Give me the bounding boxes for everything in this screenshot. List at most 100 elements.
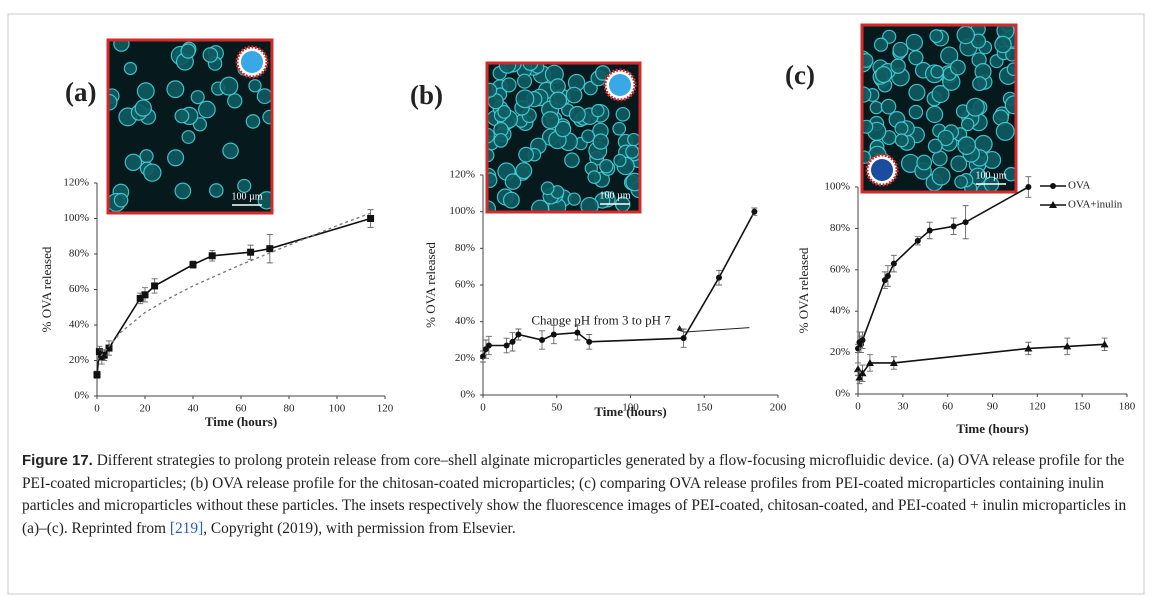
x-tick-label: 180 [1119,401,1136,413]
cell [498,63,517,74]
inset-image: 100 µm [860,23,1018,194]
series-line [482,211,756,357]
data-point [266,245,274,253]
cell [905,33,924,52]
cell [531,199,550,212]
cell [248,79,262,93]
data-point [680,335,687,342]
x-tick-label: 90 [987,401,999,413]
cell [564,152,580,168]
data-point [586,338,593,345]
data-point [247,248,255,256]
cell [916,154,933,171]
y-tick-label: 100% [449,205,475,217]
cell [134,99,152,117]
cell [627,132,640,147]
cell [880,98,897,115]
caption-ref[interactable]: [219] [169,519,204,537]
x-tick-label: 30 [897,401,909,413]
data-point [751,208,758,215]
cell [515,89,535,109]
caption-text: , Copyright (2019), with permission from… [203,519,516,537]
caption-label: Figure 17. [22,452,93,469]
y-tick-label: 20% [830,346,850,358]
cell [124,153,143,172]
caption-text: Different strategies to prolong protein … [22,452,1127,537]
cell [965,97,985,117]
data-point [890,260,897,267]
y-tick-label: 60% [455,279,475,291]
cell [237,178,252,193]
cell [487,172,498,189]
cell [954,174,968,189]
data-point [854,365,862,373]
data-point [95,348,103,356]
y-tick-label: 100% [824,181,850,193]
data-point [136,294,144,302]
x-tick-label: 60 [236,403,248,415]
cell [930,64,944,79]
cell [581,129,596,144]
inset-border [485,61,642,214]
data-point [539,337,545,343]
data-point [950,223,957,230]
cell [245,114,261,129]
cell [497,104,512,119]
y-tick-label: 60% [830,263,850,275]
legend-marker [1049,201,1057,208]
y-tick-label: 0% [835,388,850,400]
x-tick-label: 40 [188,403,200,415]
y-tick-label: 120% [63,177,89,189]
cell [209,183,224,198]
cell [123,61,138,76]
cell [504,173,522,190]
cell [565,86,583,104]
cell [961,117,975,132]
data-point [485,342,492,349]
cell [615,106,631,122]
data-point [881,277,888,284]
x-tick-label: 120 [1029,401,1046,413]
x-tick-label: 100 [622,402,639,414]
series-line [857,186,1029,349]
cell [580,196,599,212]
y-tick-label: 20% [455,352,475,364]
cell [908,83,926,102]
data-point [208,252,216,260]
inset-image: 100 µm [106,38,274,215]
cell [940,46,959,65]
figure-frame [7,13,1145,595]
cell [222,142,239,160]
cell [516,73,533,89]
scale-label: 100 µm [231,191,262,202]
inset-icon-core [871,159,893,181]
scale-label: 100 µm [975,170,1006,181]
x-tick-label: 200 [770,402,787,414]
x-tick-label: 60 [942,401,954,413]
cell [625,144,640,159]
cells [108,40,272,212]
data-point [855,373,864,381]
data-point [865,358,874,366]
data-point [189,261,197,269]
inset-border [106,38,274,215]
legend-marker [1050,183,1056,189]
y-axis-label: % OVA released [39,246,54,332]
series-line [96,212,371,361]
cell [625,172,640,192]
data-point [1025,184,1032,190]
annotation: Change pH from 3 to pH 7 [531,313,671,328]
y-tick-label: 40% [830,305,850,317]
data-point [550,331,557,338]
data-point [1024,344,1033,352]
x-tick-label: 120 [377,403,394,415]
cell [613,153,627,168]
cell [166,80,185,99]
cell [937,129,954,147]
cell [875,66,893,84]
y-tick-label: 20% [69,354,89,366]
data-point [574,329,581,336]
x-tick-label: 20 [140,403,152,415]
cell [515,162,533,180]
